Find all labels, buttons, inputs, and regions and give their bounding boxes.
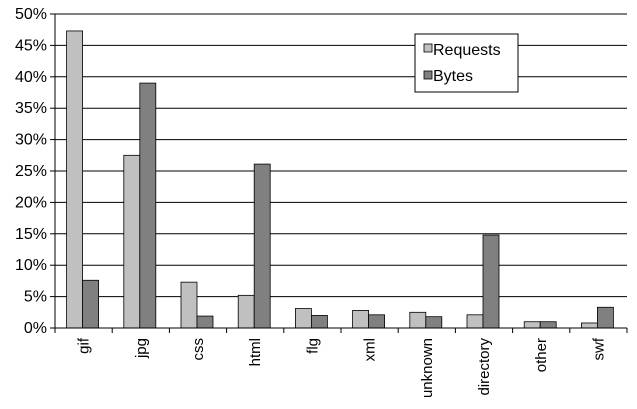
y-tick-label: 45%	[15, 37, 47, 54]
y-tick-labels: 0% 5% 10% 15% 20% 25% 30% 35% 40% 45% 50%	[15, 6, 55, 337]
y-tick-label: 15%	[15, 226, 47, 243]
bar-bytes-swf	[597, 306, 614, 329]
y-tick-label: 10%	[15, 257, 47, 274]
y-tick-label: 30%	[15, 132, 47, 149]
bar-requests-html	[237, 294, 255, 329]
legend-label-bytes: Bytes	[433, 68, 473, 85]
x-tick-label: xml	[362, 338, 379, 361]
y-tick-label: 50%	[15, 6, 47, 23]
legend-label-requests: Requests	[433, 42, 501, 59]
bar-requests-other	[523, 321, 541, 329]
bar-requests-gif	[66, 30, 83, 329]
legend-box	[414, 33, 519, 93]
y-tick-label: 25%	[15, 163, 47, 180]
bar-bytes-flg	[310, 315, 328, 329]
x-tick-label: directory	[476, 338, 493, 396]
bars	[66, 30, 614, 329]
bar-requests-directory	[466, 314, 484, 329]
bar-bytes-html	[253, 163, 271, 329]
bar-bytes-unknown	[425, 316, 443, 329]
bar-bytes-directory	[482, 234, 500, 329]
bar-requests-css	[180, 281, 198, 329]
bar-bytes-gif	[82, 279, 99, 329]
x-tick-labels: gif jpg css html flg xml unknown directory other…	[76, 337, 608, 398]
bar-bytes-css	[196, 315, 214, 329]
x-tick-label: gif	[76, 337, 93, 354]
y-tick-label: 40%	[15, 69, 47, 86]
y-tick-label: 0%	[24, 320, 47, 337]
x-tick-label: flg	[304, 338, 321, 354]
bar-bytes-other	[539, 321, 557, 329]
bar-requests-flg	[294, 308, 312, 329]
bar-requests-xml	[352, 310, 370, 329]
legend-swatch-requests	[423, 43, 433, 53]
y-tick-label: 20%	[15, 194, 47, 211]
bar-requests-jpg	[123, 154, 141, 329]
x-tick-label: swf	[590, 337, 607, 360]
bar-bytes-xml	[368, 314, 386, 329]
y-tick-label: 35%	[15, 100, 47, 117]
bar-requests-swf	[581, 322, 598, 329]
y-tick-label: 5%	[24, 289, 47, 306]
legend-swatch-bytes	[423, 70, 433, 80]
bar-bytes-jpg	[139, 82, 157, 329]
x-tick-label: css	[190, 338, 207, 361]
x-tick-label: html	[247, 338, 264, 366]
bar-requests-unknown	[409, 311, 427, 329]
legend: Requests Bytes	[414, 33, 519, 93]
x-tick-label: jpg	[133, 338, 150, 359]
x-tick-label: other	[533, 338, 550, 372]
x-tick-label: unknown	[419, 338, 436, 398]
